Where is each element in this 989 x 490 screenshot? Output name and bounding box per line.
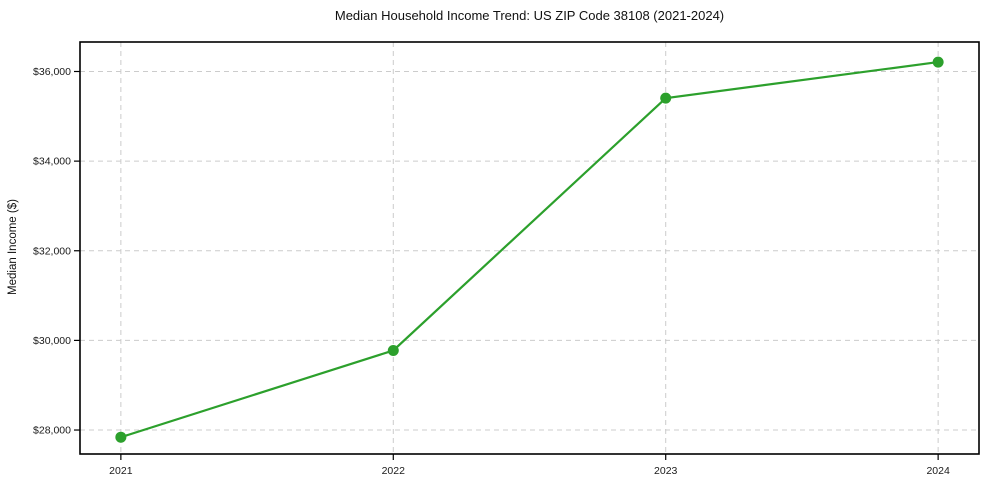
x-tick-label: 2022 <box>382 465 406 477</box>
y-tick-label: $32,000 <box>33 245 71 257</box>
data-point-marker-2021 <box>115 431 127 443</box>
data-point-marker-2022 <box>387 344 399 356</box>
axes-spine-box <box>79 41 980 455</box>
x-tick-label: 2024 <box>926 465 950 477</box>
y-tick-label: $30,000 <box>33 335 71 347</box>
x-tick-label: 2021 <box>109 465 133 477</box>
data-point-marker-2024 <box>932 56 944 68</box>
income-trend-line <box>119 60 940 439</box>
chart-title: Median Household Income Trend: US ZIP Co… <box>334 8 725 23</box>
x-tick-label: 2023 <box>654 465 678 477</box>
data-point-marker-2023 <box>660 92 672 104</box>
y-tick-label: $28,000 <box>33 425 71 437</box>
y-tick-label: $34,000 <box>33 156 71 168</box>
y-tick-label: $36,000 <box>33 66 71 78</box>
